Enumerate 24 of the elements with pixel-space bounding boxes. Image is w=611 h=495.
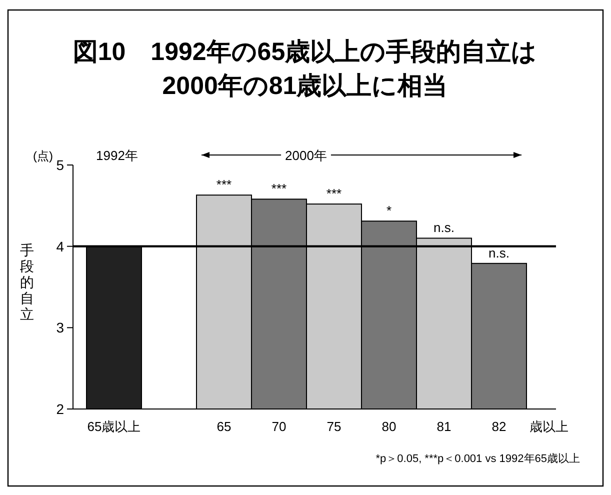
x-tick-label: 75 — [326, 419, 342, 434]
x-tick-label: 70 — [272, 419, 286, 434]
y-axis-title: 手段的自立 — [20, 242, 34, 322]
text: 2000年 — [285, 148, 327, 163]
x-tick-label: 65歳以上 — [87, 419, 141, 434]
data-label: n.s. — [488, 245, 510, 260]
y-tick-label: 4 — [56, 238, 64, 254]
y-tick-label: 5 — [56, 157, 64, 173]
data-label: * — [386, 203, 392, 218]
data-label: *** — [216, 177, 232, 192]
x-tick-label: 81 — [436, 419, 452, 434]
y-tick-label: 3 — [56, 320, 64, 336]
x-tick-label: 80 — [382, 419, 396, 434]
y-tick-label: 2 — [56, 401, 64, 417]
x-tick-label: 65 — [216, 419, 232, 434]
x-tick-label: 82 — [492, 419, 506, 434]
text: 1992年 — [96, 148, 138, 163]
chart-title: 図10 1992年の65歳以上の手段的自立は 2000年の81歳以上に相当 — [72, 38, 538, 100]
x-axis-title: 歳以上 — [530, 419, 568, 434]
text: (点) — [33, 149, 53, 163]
data-label: n.s. — [434, 220, 454, 236]
text: *p＞0.05, ***p＜0.001 vs 1992年65歳以上 — [376, 452, 580, 465]
data-label: *** — [271, 181, 287, 196]
data-label: *** — [326, 186, 342, 202]
